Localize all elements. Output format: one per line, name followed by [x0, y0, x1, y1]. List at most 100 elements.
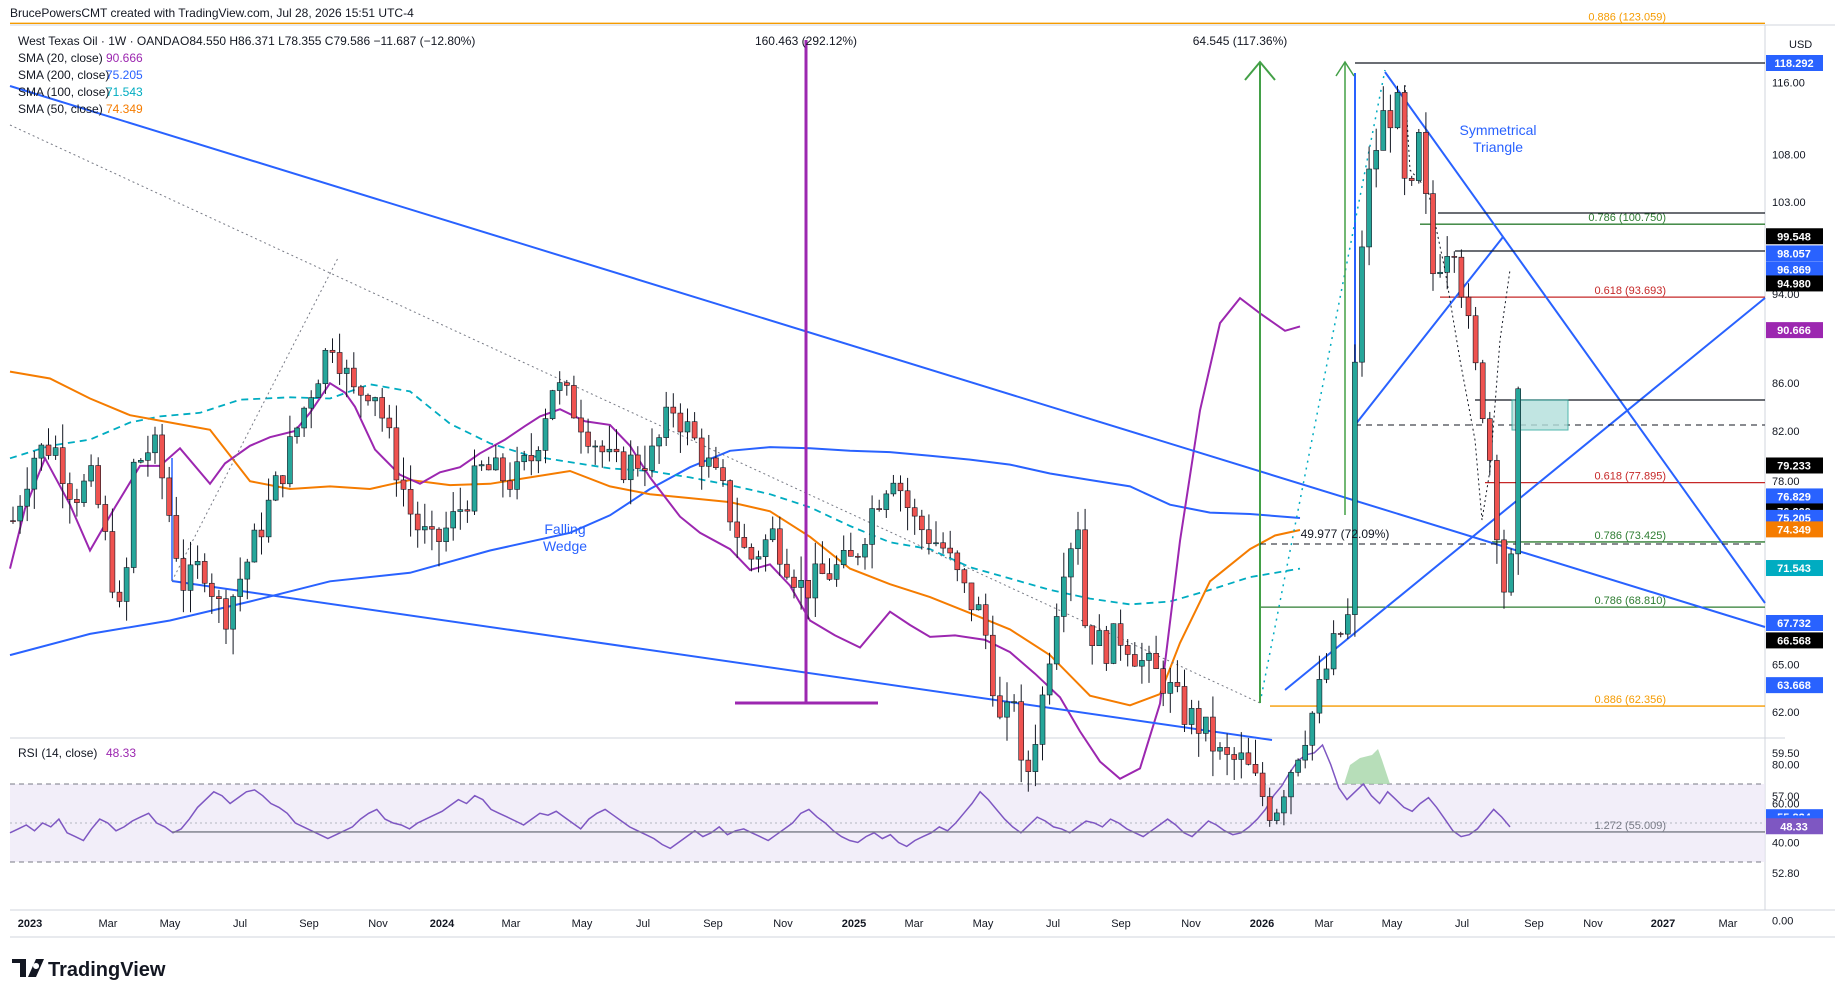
bull-candle	[265, 499, 272, 538]
bear-candle	[429, 526, 435, 530]
bull-candle	[1394, 92, 1401, 129]
bull-candle	[443, 527, 449, 542]
bear-candle	[1160, 668, 1166, 694]
bull-candle	[308, 397, 315, 409]
y-tick-label: 62.00	[1772, 707, 1800, 719]
bear-candle	[201, 561, 208, 584]
bear-candle	[1132, 654, 1138, 667]
bear-candle	[365, 394, 371, 402]
bull-candle	[606, 448, 613, 453]
y-tick-label: 57.00	[1772, 791, 1800, 803]
bear-candle	[102, 504, 109, 532]
symbol-title[interactable]: West Texas Oil · 1W · OANDA	[18, 34, 180, 48]
price-label-text: 63.668	[1777, 680, 1811, 692]
measure-label-2: 64.545 (117.36%)	[1193, 34, 1288, 48]
y-tick-label: 116.00	[1772, 78, 1805, 90]
fib-level-label: 0.618 (77.895)	[1594, 471, 1666, 483]
tradingview-wordmark: TradingView	[48, 959, 166, 981]
rsi-legend-name[interactable]: RSI (14, close)	[18, 746, 97, 760]
y-tick-label: 82.00	[1772, 426, 1800, 438]
price-label-text: 71.543	[1777, 563, 1811, 575]
bear-candle	[1231, 754, 1237, 760]
bull-candle	[237, 578, 243, 597]
bear-candle	[400, 479, 407, 490]
bear-candle	[1458, 256, 1465, 298]
bull-candle	[1139, 660, 1145, 667]
bear-candle	[734, 521, 741, 538]
symbol-header[interactable]: West Texas Oil · 1W · OANDA O84.550 H86.…	[18, 34, 475, 48]
bear-candle	[59, 447, 66, 484]
bear-candle	[805, 580, 812, 599]
sma100-line	[9, 383, 1301, 606]
bull-candle	[88, 465, 94, 482]
bear-candle	[1451, 256, 1458, 258]
green-arrow-head-2	[1335, 60, 1355, 77]
x-tick-label: Nov	[1583, 918, 1603, 930]
price-label-text: 90.666	[1777, 325, 1811, 337]
y-tick-label: 103.00	[1772, 197, 1806, 209]
price-label-box	[1766, 488, 1823, 505]
bull-candle	[322, 349, 329, 385]
bull-candle	[1295, 759, 1301, 773]
price-label-text: 94.980	[1777, 278, 1811, 290]
bull-candle	[301, 407, 307, 429]
bear-candle	[109, 531, 116, 593]
rsi-value-text: 48.33	[1780, 821, 1808, 833]
bear-candle	[1181, 686, 1188, 725]
bull-candle	[457, 509, 464, 512]
bear-candle	[1082, 529, 1088, 627]
bull-candle	[315, 383, 322, 398]
bear-candle	[95, 465, 101, 505]
y-tick-label: 65.00	[1772, 659, 1800, 671]
bear-candle	[166, 477, 172, 516]
bear-candle	[386, 417, 393, 429]
y-tick-label: 94.00	[1772, 289, 1800, 301]
bear-candle	[223, 598, 229, 630]
bull-candle	[1061, 576, 1067, 617]
fib-level-label: 1.272 (55.009)	[1594, 820, 1666, 832]
bear-candle	[1153, 653, 1159, 670]
bear-candle	[741, 537, 748, 548]
bull-candle	[1444, 256, 1450, 273]
dotted-rise-cyan	[1259, 69, 1386, 704]
bull-candle	[840, 550, 847, 566]
x-tick-label: 2027	[1651, 918, 1675, 930]
x-tick-label: Mar	[1315, 918, 1334, 930]
bull-candle	[187, 564, 194, 591]
bear-candle	[613, 448, 620, 453]
price-label-box	[1766, 55, 1823, 71]
price-label-text: 96.869	[1777, 265, 1811, 277]
bear-candle	[1124, 645, 1131, 655]
bear-candle	[45, 444, 52, 456]
price-label-box	[1766, 275, 1823, 292]
triangle-inner-line	[1354, 236, 1504, 426]
bear-candle	[1408, 177, 1415, 181]
price-label-box	[1766, 261, 1823, 278]
bull-candle	[492, 457, 499, 471]
x-tick-label: May	[1382, 918, 1403, 930]
bull-candle	[812, 563, 819, 599]
bull-candle	[1515, 388, 1521, 555]
bear-candle	[464, 509, 471, 512]
legend-value: 75.205	[106, 68, 143, 82]
x-tick-label: 2023	[18, 918, 42, 930]
falling-wedge-label: Falling Wedge	[543, 521, 587, 554]
triangle-lower-line	[1284, 297, 1766, 691]
bear-candle	[876, 508, 883, 510]
bull-candle	[975, 604, 982, 611]
rsi-tick-label: 60.00	[1772, 799, 1800, 811]
rsi-legend[interactable]: RSI (14, close) 48.33	[18, 746, 136, 760]
bear-candle	[918, 515, 925, 531]
rsi-overbought-fill	[1344, 749, 1390, 784]
bull-candle	[1508, 553, 1514, 593]
price-label-text: 74.349	[1777, 524, 1811, 536]
bull-candle	[862, 544, 868, 558]
bear-candle	[1401, 92, 1408, 179]
tradingview-logo[interactable]: TradingView	[12, 959, 166, 981]
bear-candle	[926, 529, 932, 544]
indicator-legend[interactable]: SMA (20, close) 90.666 SMA (200, close)75.…	[18, 51, 143, 116]
bear-candle	[720, 467, 726, 481]
bear-candle	[414, 513, 421, 531]
bull-candle	[1373, 150, 1379, 170]
